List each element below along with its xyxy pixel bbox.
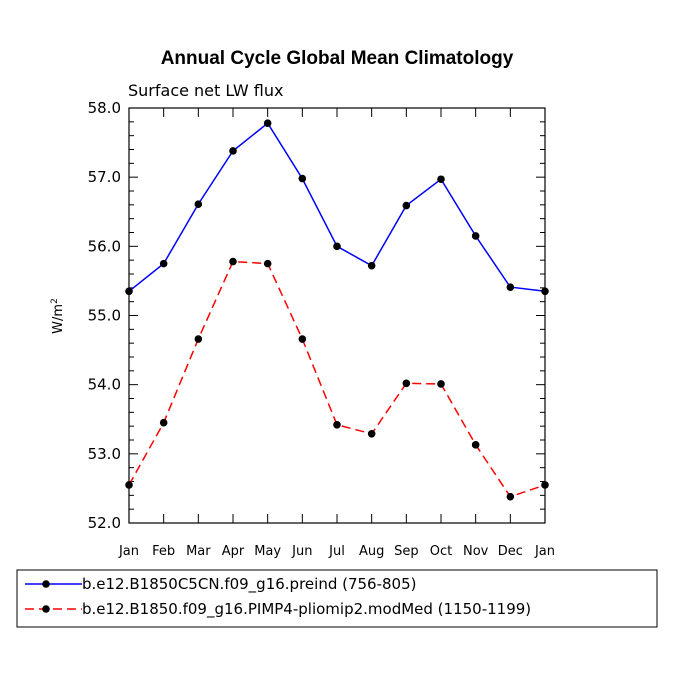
x-tick-label: Jan	[118, 544, 139, 559]
series-line-2	[128, 260, 546, 498]
data-point-series-2	[471, 441, 480, 449]
y-axis-label: W/m2	[50, 298, 66, 334]
legend-marker-2	[42, 605, 50, 613]
data-point-series-1	[367, 261, 376, 270]
x-tick-label: Apr	[222, 544, 245, 559]
data-point-series-1	[229, 147, 237, 155]
y-axis-label-base: W/m	[51, 304, 66, 334]
y-tick-label: 55.0	[88, 307, 121, 325]
y-tick-label: 58.0	[88, 99, 121, 117]
data-point-series-1	[402, 201, 411, 210]
series-layer	[125, 119, 549, 501]
data-point-series-1	[263, 119, 272, 128]
y-tick-label: 53.0	[88, 445, 121, 463]
x-tick-label: May	[254, 544, 281, 559]
legend-box	[16, 569, 658, 628]
data-point-series-2	[541, 481, 549, 489]
x-tick-label: Oct	[430, 544, 452, 559]
data-point-series-1	[125, 287, 133, 296]
x-tick-label: Aug	[359, 544, 384, 559]
legend-marker-1	[42, 580, 50, 588]
data-point-series-1	[506, 283, 515, 291]
data-point-series-1	[471, 232, 480, 240]
x-tick-label: Mar	[186, 544, 211, 559]
data-point-series-1	[194, 200, 203, 208]
data-point-series-1	[437, 175, 445, 184]
data-point-series-1	[159, 259, 168, 268]
plot-frame	[128, 107, 546, 524]
data-point-series-1	[333, 242, 341, 251]
x-tick-label: Jul	[328, 544, 345, 559]
y-tick-label: 52.0	[88, 514, 121, 532]
x-tick-label: Nov	[463, 544, 489, 559]
x-tick-label: Jan	[534, 544, 555, 559]
data-point-series-2	[125, 481, 133, 489]
data-point-series-2	[402, 379, 411, 388]
data-point-series-2	[298, 335, 307, 343]
data-point-series-2	[229, 257, 237, 266]
data-point-series-1	[541, 287, 549, 296]
data-point-series-2	[506, 492, 515, 501]
chart-subtitle: Surface net LW flux	[128, 81, 283, 100]
legend-label-2: b.e12.B1850.f09_g16.PIMP4-pliomip2.modMe…	[82, 600, 531, 619]
legend-label-1: b.e12.B1850C5CN.f09_g16.preind (756-805)	[82, 575, 417, 594]
y-tick-label: 54.0	[88, 376, 121, 394]
chart-title: Annual Cycle Global Mean Climatology	[161, 48, 514, 69]
x-tick-label: Jun	[291, 544, 312, 559]
y-tick-label: 57.0	[88, 168, 121, 186]
data-point-series-2	[263, 259, 272, 268]
data-point-series-2	[159, 418, 168, 427]
x-tick-label: Dec	[498, 544, 523, 559]
data-point-series-2	[194, 335, 203, 343]
x-tick-label: Feb	[152, 544, 175, 559]
data-point-series-2	[437, 380, 445, 388]
y-axis-label-superscript: 2	[50, 298, 60, 304]
plot-axes: 52.0 53.0 54.0 55.0 56.0 57.0 58.0 Jan Feb Mar Apr…	[88, 99, 555, 559]
legend: b.e12.B1850C5CN.f09_g16.preind (756-805)…	[16, 569, 658, 628]
y-tick-label: 56.0	[88, 237, 121, 255]
x-tick-label: Sep	[394, 544, 419, 559]
data-point-series-1	[298, 174, 307, 183]
data-point-series-2	[367, 429, 376, 438]
series-line-1	[128, 122, 546, 293]
data-point-series-2	[333, 420, 341, 429]
